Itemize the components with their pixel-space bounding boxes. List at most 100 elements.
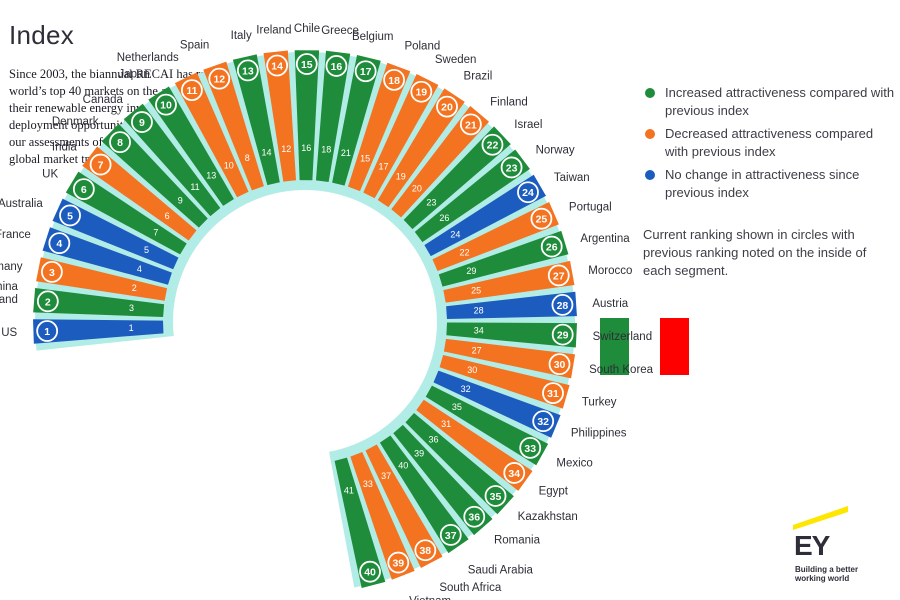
current-rank-circle bbox=[387, 551, 410, 574]
current-rank-circle bbox=[540, 235, 563, 258]
segment-13: 14 13 Italy bbox=[231, 30, 280, 186]
market-name-label: Egypt bbox=[539, 485, 569, 497]
current-rank-circle bbox=[155, 93, 177, 116]
segment-bar bbox=[443, 338, 576, 379]
previous-rank-label: 33 bbox=[363, 479, 373, 489]
market-name-line: India bbox=[52, 141, 78, 153]
market-name-label: Chile bbox=[294, 23, 320, 35]
ranking-note: Current ranking shown in circles with pr… bbox=[643, 227, 867, 278]
market-name-label: Switzerland bbox=[593, 331, 652, 343]
market-name-label: Japan bbox=[118, 68, 149, 80]
market-name-label: Denmark bbox=[52, 116, 99, 128]
legend: Increased attractiveness compared with p… bbox=[645, 84, 895, 207]
segment-bar bbox=[42, 227, 172, 285]
market-name-line: Brazil bbox=[464, 71, 493, 83]
current-rank-label: 24 bbox=[522, 187, 534, 199]
segment-bar bbox=[350, 451, 415, 580]
legend-label-increased: Increased attractiveness compared with p… bbox=[665, 85, 895, 118]
segment-11: 10 11 Netherlands bbox=[117, 52, 249, 198]
market-name-label: Australia bbox=[0, 198, 43, 210]
segment-10: 13 10 Japan bbox=[118, 68, 234, 206]
segment-bar bbox=[232, 54, 280, 186]
current-rank-label: 18 bbox=[388, 75, 400, 87]
segment-19: 17 19 Sweden bbox=[363, 54, 477, 199]
current-rank-circle bbox=[36, 290, 59, 313]
previous-rank-label: 8 bbox=[245, 153, 250, 163]
market-name-line: Vietnam bbox=[409, 596, 451, 600]
previous-rank-label: 36 bbox=[428, 434, 438, 444]
current-rank-circle bbox=[181, 79, 203, 102]
market-name-line: South Africa bbox=[439, 582, 502, 594]
market-name-label: Mexico bbox=[556, 458, 592, 470]
previous-rank-label: 29 bbox=[466, 266, 476, 276]
current-rank-label: 12 bbox=[213, 74, 225, 86]
market-name-label: Belgium bbox=[352, 31, 394, 43]
segment-14: 12 14 Ireland bbox=[256, 25, 297, 182]
current-rank-circle bbox=[89, 153, 112, 176]
current-rank-label: 27 bbox=[553, 270, 565, 282]
market-name-line: Belgium bbox=[352, 31, 394, 43]
segment-bar bbox=[36, 257, 168, 301]
segment-30: 27 30 South Korea bbox=[443, 338, 654, 379]
segment-33: 35 33 Mexico bbox=[425, 385, 593, 470]
segment-bar bbox=[332, 55, 381, 186]
current-rank-label: 5 bbox=[67, 210, 73, 222]
segment-bar bbox=[365, 444, 443, 569]
segment-bar bbox=[263, 50, 297, 182]
current-rank-circle bbox=[481, 133, 504, 156]
market-name-line: US bbox=[1, 327, 17, 339]
segment-1: 1 1 US bbox=[1, 319, 164, 344]
segment-32: 32 32 Philippines bbox=[433, 370, 627, 440]
current-rank-circle bbox=[266, 54, 289, 77]
previous-rank-label: 12 bbox=[281, 144, 291, 154]
segment-bar bbox=[443, 260, 575, 303]
segment-bar bbox=[148, 86, 234, 206]
market-name-label: Ireland bbox=[256, 25, 291, 37]
market-name-line: Argentina bbox=[580, 233, 630, 245]
segment-bar bbox=[65, 171, 187, 255]
previous-rank-label: 13 bbox=[206, 170, 216, 180]
current-rank-circle bbox=[548, 353, 571, 376]
segment-21: 20 21 Finland bbox=[391, 96, 528, 218]
market-name-label: Sweden bbox=[435, 54, 477, 66]
legend-item-increased: Increased attractiveness compared with p… bbox=[645, 84, 895, 120]
previous-rank-label: 31 bbox=[441, 419, 451, 429]
previous-rank-label: 10 bbox=[224, 161, 234, 171]
market-name-label: India bbox=[52, 141, 78, 153]
market-name-label: France bbox=[0, 229, 31, 241]
segment-16: 18 16 Greece bbox=[315, 25, 359, 182]
market-name-line: Switzerland bbox=[593, 331, 652, 343]
segment-bar bbox=[416, 399, 533, 491]
current-rank-circle bbox=[295, 53, 318, 75]
previous-rank-label: 5 bbox=[144, 245, 149, 255]
current-rank-label: 10 bbox=[160, 100, 172, 112]
market-name-line: Turkey bbox=[582, 396, 617, 408]
legend-label-unchanged: No change in attractiveness since previo… bbox=[665, 167, 860, 200]
current-rank-circle bbox=[439, 523, 462, 546]
current-rank-circle bbox=[547, 264, 570, 287]
segment-bar bbox=[446, 291, 577, 319]
previous-rank-label: 25 bbox=[471, 286, 481, 296]
current-rank-circle bbox=[459, 113, 482, 136]
current-rank-circle bbox=[542, 382, 564, 405]
segment-36: 39 36 Romania bbox=[393, 424, 541, 546]
segment-bar bbox=[315, 50, 351, 182]
current-rank-circle bbox=[325, 55, 348, 77]
current-rank-label: 17 bbox=[360, 66, 372, 78]
market-name-line: Mexico bbox=[556, 458, 592, 470]
segment-bar bbox=[393, 424, 493, 536]
current-rank-circle bbox=[48, 232, 71, 255]
current-rank-label: 22 bbox=[487, 140, 499, 152]
segment-28: 28 28 Austria bbox=[446, 291, 629, 319]
current-rank-label: 30 bbox=[554, 359, 566, 371]
previous-rank-label: 1 bbox=[129, 323, 134, 333]
segment-37: 40 37 Saudi Arabia bbox=[379, 435, 534, 577]
market-name-line: Morocco bbox=[588, 265, 632, 277]
market-name-line: Spain bbox=[180, 39, 209, 51]
previous-rank-label: 39 bbox=[414, 448, 424, 458]
market-name-label: South Korea bbox=[589, 364, 654, 376]
segment-18: 15 18 Poland bbox=[347, 41, 440, 192]
market-name-line: Netherlands bbox=[117, 52, 179, 64]
